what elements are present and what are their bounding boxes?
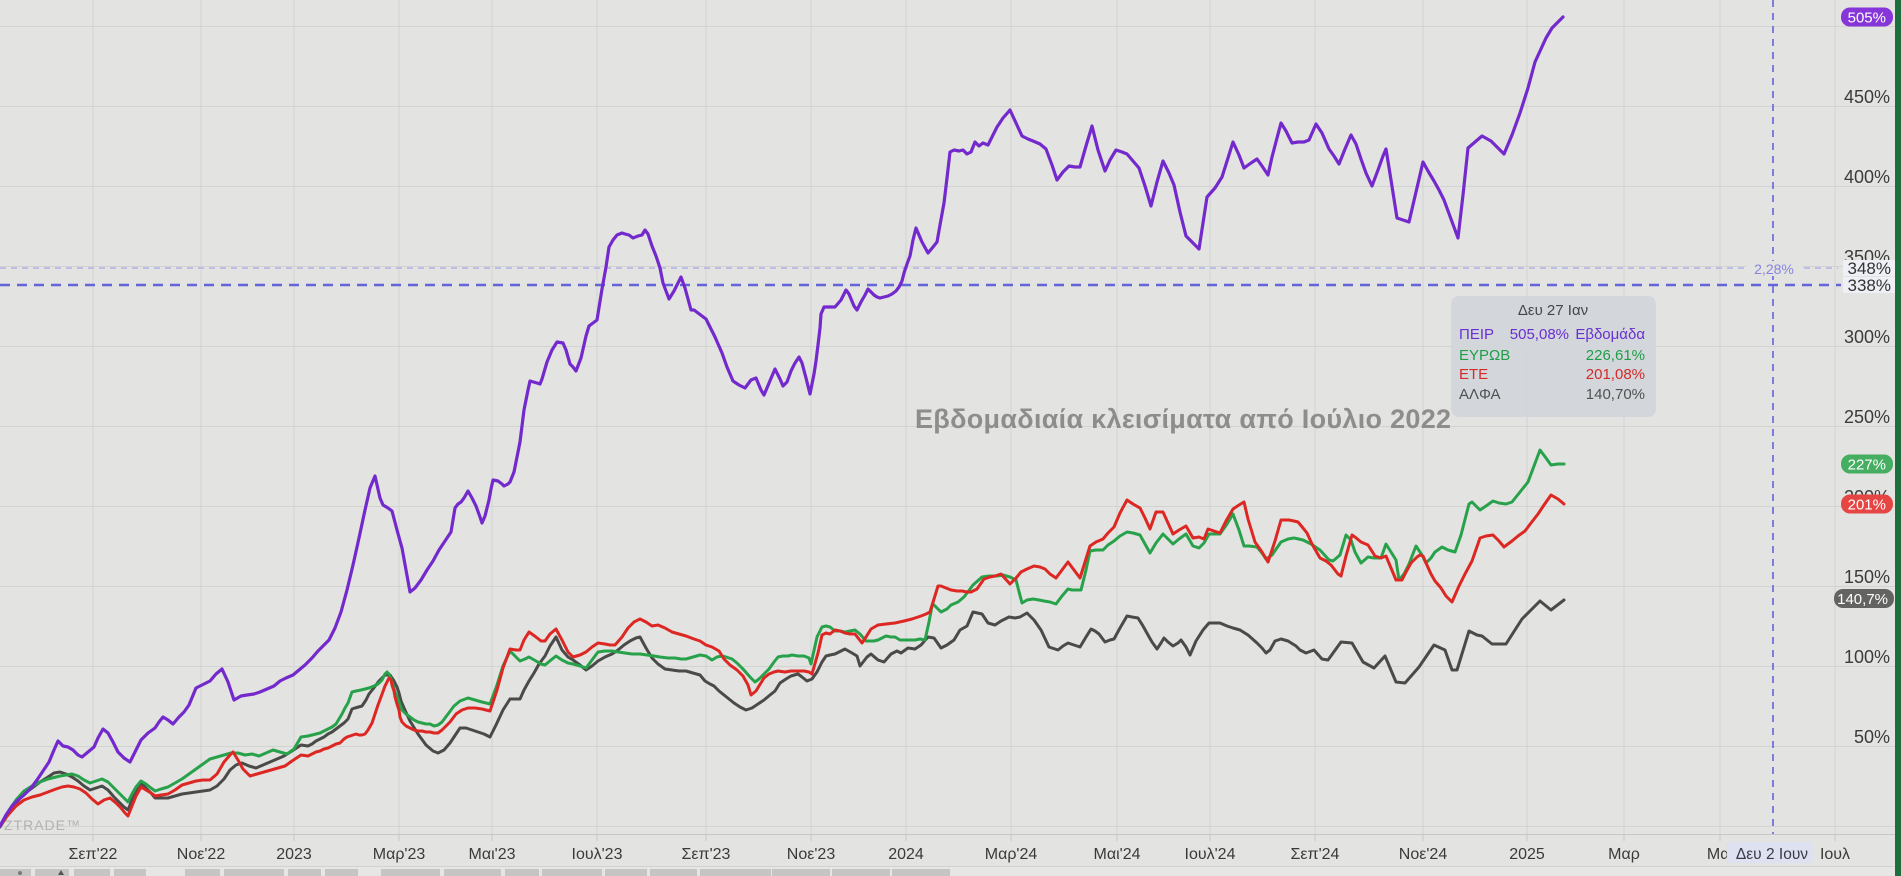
svg-text:Μαρ'23: Μαρ'23 [373, 846, 426, 863]
svg-text:140,7%: 140,7% [1837, 591, 1888, 608]
svg-text:150%: 150% [1844, 567, 1890, 587]
svg-text:ΠΕΙΡ: ΠΕΙΡ [1459, 326, 1494, 343]
svg-text:505%: 505% [1848, 10, 1886, 27]
svg-text:201%: 201% [1848, 497, 1886, 514]
svg-text:Εβδομάδα: Εβδομάδα [1575, 326, 1645, 343]
svg-text:250%: 250% [1844, 407, 1890, 427]
svg-text:ΕΥΡΩΒ: ΕΥΡΩΒ [1459, 347, 1510, 364]
svg-text:Νοε'24: Νοε'24 [1399, 846, 1448, 863]
svg-text:Σεπ'22: Σεπ'22 [69, 846, 118, 863]
svg-text:Ιουλ: Ιουλ [1820, 846, 1850, 863]
svg-text:Μαρ: Μαρ [1608, 846, 1640, 863]
svg-text:300%: 300% [1844, 327, 1890, 347]
svg-text:Μαι'24: Μαι'24 [1094, 846, 1141, 863]
svg-text:Μαρ'24: Μαρ'24 [985, 846, 1038, 863]
svg-text:450%: 450% [1844, 87, 1890, 107]
svg-text:Νοε'22: Νοε'22 [177, 846, 226, 863]
svg-text:505,08%: 505,08% [1510, 326, 1569, 343]
svg-text:227%: 227% [1848, 457, 1886, 474]
svg-text:Σεπ'24: Σεπ'24 [1291, 846, 1340, 863]
svg-text:Σεπ'23: Σεπ'23 [682, 846, 731, 863]
svg-text:2024: 2024 [888, 846, 924, 863]
svg-text:400%: 400% [1844, 167, 1890, 187]
svg-text:2025: 2025 [1509, 846, 1545, 863]
svg-text:348%: 348% [1848, 259, 1891, 278]
svg-text:Μαι: Μαι [1707, 846, 1734, 863]
svg-text:140,70%: 140,70% [1586, 386, 1645, 403]
svg-text:100%: 100% [1844, 647, 1890, 667]
svg-text:226,61%: 226,61% [1586, 347, 1645, 364]
svg-text:ΕΤΕ: ΕΤΕ [1459, 366, 1488, 383]
svg-text:Εβδομαδιαία κλεισίματα από Ιού: Εβδομαδιαία κλεισίματα από Ιούλιο 2022 [915, 404, 1451, 434]
svg-text:2023: 2023 [276, 846, 312, 863]
svg-text:Ιουλ'24: Ιουλ'24 [1185, 846, 1236, 863]
svg-text:2,28%: 2,28% [1754, 261, 1794, 277]
svg-text:Ιουλ'23: Ιουλ'23 [572, 846, 623, 863]
svg-text:Δευ 27 Ιαν: Δευ 27 Ιαν [1518, 302, 1588, 319]
svg-text:338%: 338% [1848, 276, 1891, 295]
svg-text:Νοε'23: Νοε'23 [787, 846, 836, 863]
svg-text:ZTRADE™: ZTRADE™ [4, 817, 81, 833]
svg-text:ΑΛΦΑ: ΑΛΦΑ [1459, 386, 1501, 403]
svg-text:Μαι'23: Μαι'23 [469, 846, 516, 863]
svg-text:Δευ 2 Ιουν: Δευ 2 Ιουν [1736, 846, 1808, 863]
svg-text:201,08%: 201,08% [1586, 366, 1645, 383]
svg-text:50%: 50% [1854, 727, 1890, 747]
